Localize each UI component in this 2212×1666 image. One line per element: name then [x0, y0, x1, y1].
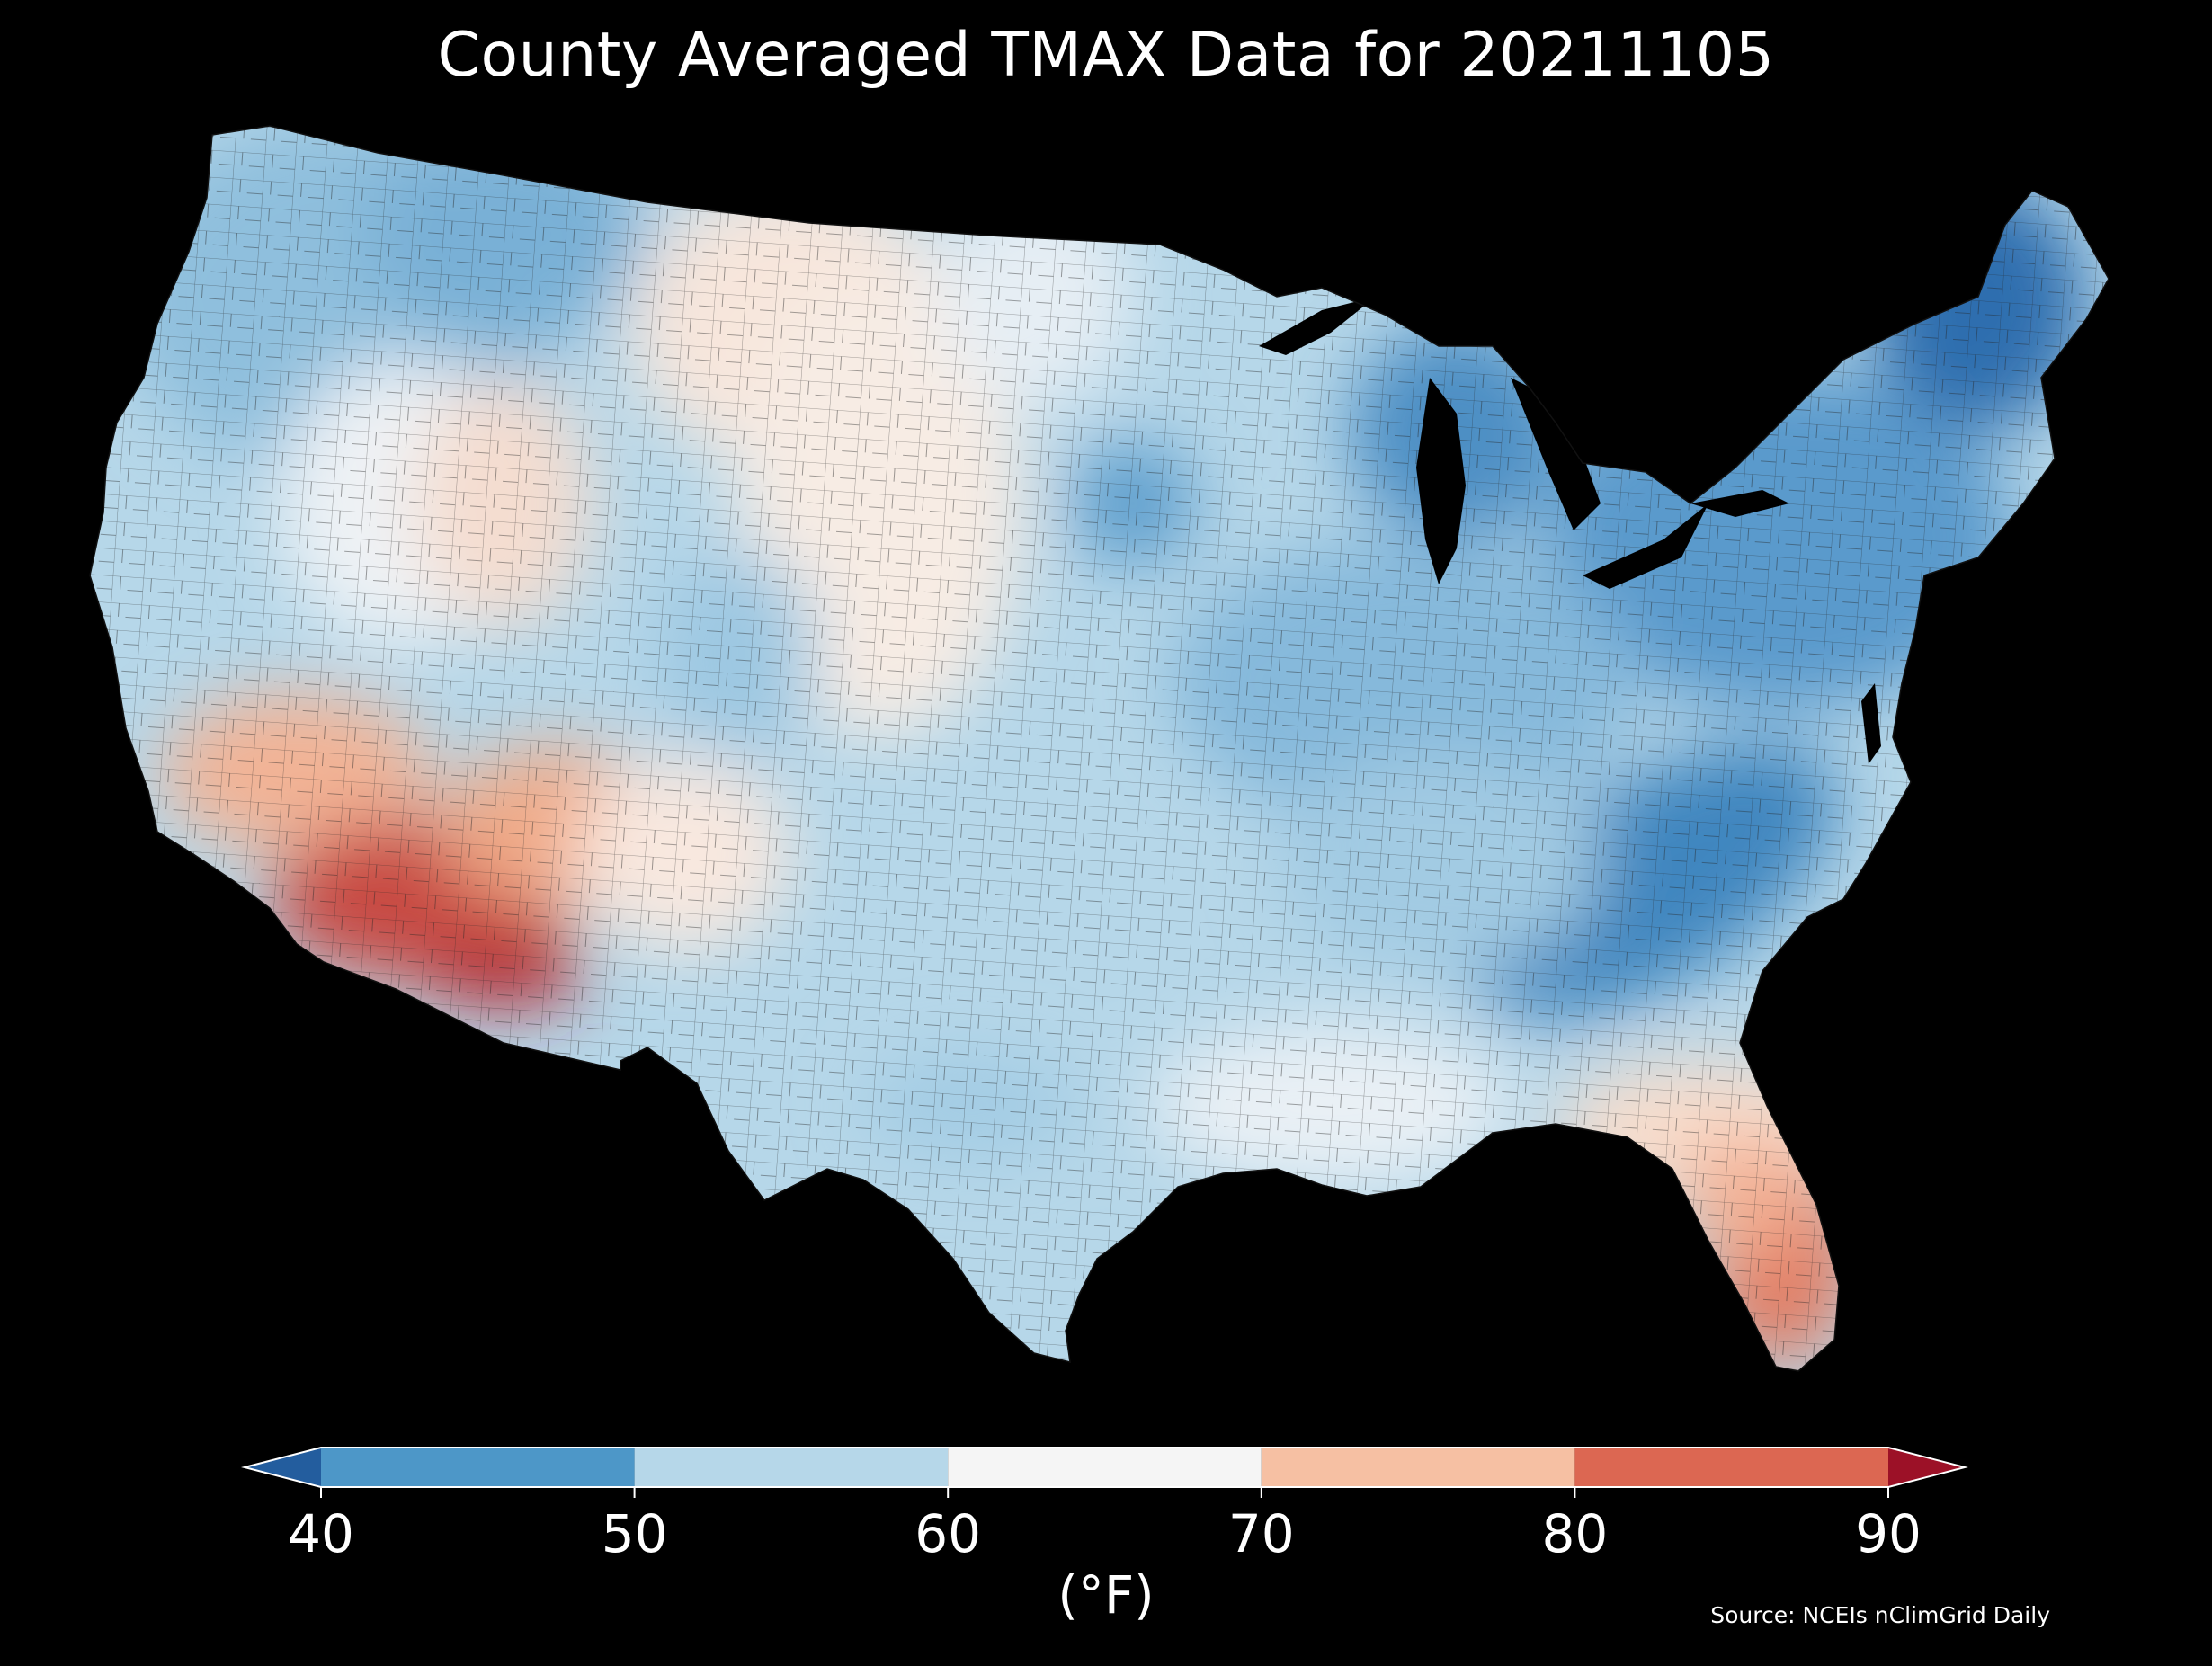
- lake-michigan: [1416, 378, 1466, 584]
- lake-ontario: [1690, 490, 1789, 517]
- colorbar-bin: [1261, 1448, 1575, 1487]
- colorbar-tick: 80: [1541, 1503, 1609, 1564]
- colorbar-tick: 90: [1855, 1503, 1922, 1564]
- colorbar-bin: [948, 1448, 1262, 1487]
- lake-huron: [1511, 378, 1601, 530]
- colorbar-tick: 40: [288, 1503, 354, 1564]
- colorbar-tick: 50: [601, 1503, 668, 1564]
- page-title: County Averaged TMAX Data for 20211105: [437, 20, 1775, 91]
- colorbar-bin: [1574, 1448, 1888, 1487]
- chesapeake-bay: [1861, 683, 1881, 764]
- colorbar-tick: 70: [1227, 1503, 1295, 1564]
- great-lakes: [1259, 297, 1881, 764]
- lake-superior: [1259, 297, 1376, 355]
- colorbar-tick: 60: [914, 1503, 982, 1564]
- lake-erie: [1583, 503, 1708, 589]
- colorbar-bin: [634, 1448, 949, 1487]
- colorbar-units: (°F): [1057, 1564, 1155, 1626]
- colorbar: [241, 1447, 1968, 1498]
- source-credit: Source: NCEIs nClimGrid Daily: [1710, 1602, 2050, 1628]
- colorbar-bin: [321, 1448, 635, 1487]
- colorbar-under-arrow: [245, 1448, 321, 1487]
- colorbar-over-arrow: [1888, 1448, 1965, 1487]
